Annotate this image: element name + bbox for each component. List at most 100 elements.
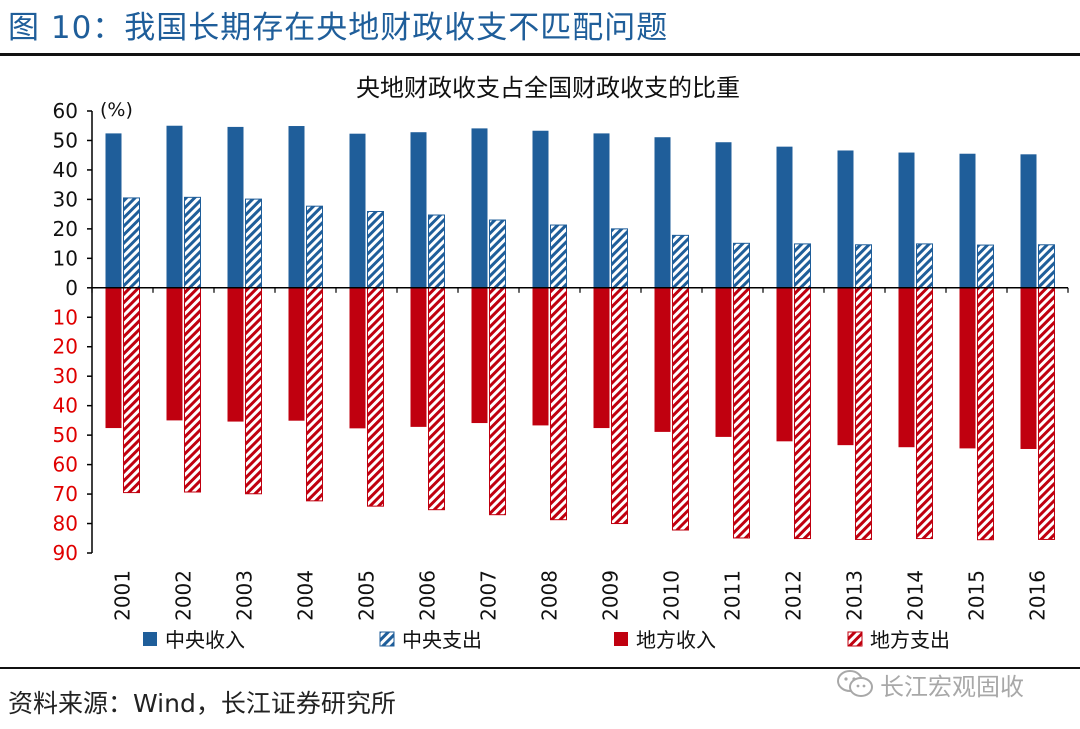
legend-label: 中央支出 xyxy=(402,628,482,652)
bar-中央收入-2011 xyxy=(715,142,732,288)
bar-地方收入-2010 xyxy=(654,287,671,432)
legend-label: 中央收入 xyxy=(165,628,245,652)
bar-中央支出-2006 xyxy=(428,214,445,289)
x-tick-label: 2007 xyxy=(477,570,501,621)
bar-中央收入-2002 xyxy=(166,125,183,288)
bar-地方收入-2015 xyxy=(959,287,976,449)
bar-中央支出-2003 xyxy=(245,198,262,289)
bar-地方收入-2009 xyxy=(593,287,610,429)
wechat-icon xyxy=(837,670,873,697)
y-axis: 60 50 40 30 20 10 0 10 20 30 40 50 60 70 80 90 xyxy=(53,99,93,565)
y-tick-label: 10 xyxy=(53,305,78,329)
bar-地方收入-2014 xyxy=(898,287,915,448)
chart-title: 央地财政收支占全国财政收支的比重 xyxy=(356,74,740,102)
watermark-text: 长江宏观固收 xyxy=(880,672,1024,701)
bar-地方收入-2006 xyxy=(410,287,427,427)
bar-中央支出-2010 xyxy=(672,234,689,289)
bar-中央支出-2002 xyxy=(184,196,201,289)
legend-swatch-地方收入 xyxy=(614,632,628,646)
y-tick-label: 70 xyxy=(53,482,78,506)
x-axis: 2001 2002 2003 2004 2005 2006 2007 2008 2009 2010… xyxy=(91,287,1069,621)
bar-地方支出-2004 xyxy=(306,287,323,502)
bar-中央收入-2007 xyxy=(471,128,488,288)
x-tick-label: 2003 xyxy=(233,570,257,621)
x-tick-label: 2015 xyxy=(965,570,989,621)
bar-地方收入-2004 xyxy=(288,287,305,421)
bar-地方收入-2003 xyxy=(227,287,244,422)
bar-地方收入-2011 xyxy=(715,287,732,437)
bar-地方收入-2005 xyxy=(349,287,366,429)
bar-地方收入-2012 xyxy=(776,287,793,442)
bar-地方支出-2002 xyxy=(184,287,201,493)
bar-地方收入-2013 xyxy=(837,287,854,446)
bar-地方支出-2011 xyxy=(733,287,750,539)
x-tick-label: 2008 xyxy=(538,570,562,621)
y-tick-label: 80 xyxy=(53,512,78,536)
bar-地方支出-2016 xyxy=(1038,287,1055,540)
bar-中央收入-2012 xyxy=(776,146,793,288)
bar-中央支出-2011 xyxy=(733,242,750,289)
y-tick-label: 10 xyxy=(53,246,78,270)
legend-swatch-中央收入 xyxy=(143,632,157,646)
bar-中央收入-2004 xyxy=(288,126,305,288)
bar-中央收入-2016 xyxy=(1020,154,1037,288)
bar-中央支出-2004 xyxy=(306,205,323,289)
bar-中央支出-2013 xyxy=(855,244,872,289)
y-tick-label: 30 xyxy=(53,364,78,388)
bar-中央收入-2015 xyxy=(959,153,976,288)
y-tick-label: 60 xyxy=(53,453,78,477)
y-tick-label: 20 xyxy=(53,335,78,359)
x-tick-label: 2013 xyxy=(843,570,867,621)
bar-中央支出-2009 xyxy=(611,228,628,289)
bar-中央收入-2009 xyxy=(593,133,610,288)
top-rule xyxy=(0,53,1080,56)
x-tick-label: 2011 xyxy=(721,570,745,621)
y-tick-label: 50 xyxy=(53,128,78,152)
x-tick-label: 2010 xyxy=(660,570,684,621)
y-tick-label: 90 xyxy=(53,541,78,565)
y-tick-label: 0 xyxy=(65,276,78,300)
bar-地方支出-2005 xyxy=(367,287,384,507)
bar-中央收入-2008 xyxy=(532,130,549,288)
legend-label: 地方支出 xyxy=(870,628,950,652)
y-tick-label: 50 xyxy=(53,423,78,447)
bar-地方支出-2009 xyxy=(611,287,628,525)
x-tick-label: 2005 xyxy=(355,570,379,621)
legend-label: 地方收入 xyxy=(636,628,716,652)
y-tick-label: 40 xyxy=(53,158,78,182)
bar-中央支出-2005 xyxy=(367,210,384,289)
y-tick-label: 30 xyxy=(53,187,78,211)
y-tick-label: 40 xyxy=(53,394,78,418)
bar-地方支出-2006 xyxy=(428,287,445,511)
bar-chart: 央地财政收支占全国财政收支的比重 (%) 60 50 40 30 2010 0 10 20 30… xyxy=(53,74,1069,652)
x-tick-label: 2004 xyxy=(294,570,318,621)
bar-中央支出-2016 xyxy=(1038,244,1055,289)
bar-中央收入-2014 xyxy=(898,152,915,288)
x-tick-label: 2014 xyxy=(904,570,928,621)
bar-中央支出-2015 xyxy=(977,244,994,289)
watermark: 长江宏观固收 xyxy=(836,666,1024,702)
bar-地方收入-2001 xyxy=(105,287,122,429)
bar-中央收入-2010 xyxy=(654,137,671,288)
x-tick-label: 2012 xyxy=(782,570,806,621)
bar-中央收入-2001 xyxy=(105,133,122,288)
bars xyxy=(105,125,1055,541)
unit-label: (%) xyxy=(100,99,133,121)
bar-地方支出-2008 xyxy=(550,287,567,521)
x-tick-label: 2006 xyxy=(416,570,440,621)
bar-中央支出-2012 xyxy=(794,243,811,289)
legend-swatch-地方支出 xyxy=(847,631,863,647)
bottom-rule xyxy=(0,667,1080,669)
bar-地方收入-2007 xyxy=(471,287,488,424)
bar-地方支出-2012 xyxy=(794,287,811,540)
bar-地方支出-2001 xyxy=(123,287,140,494)
x-tick-label: 2009 xyxy=(599,570,623,621)
bar-地方支出-2003 xyxy=(245,287,262,495)
bar-地方支出-2015 xyxy=(977,287,994,541)
source-note: 资料来源：Wind，长江证券研究所 xyxy=(8,689,396,718)
bar-中央收入-2005 xyxy=(349,133,366,288)
bar-中央收入-2013 xyxy=(837,150,854,288)
bar-地方收入-2008 xyxy=(532,287,549,426)
bar-中央支出-2008 xyxy=(550,224,567,289)
bar-中央支出-2001 xyxy=(123,197,140,289)
